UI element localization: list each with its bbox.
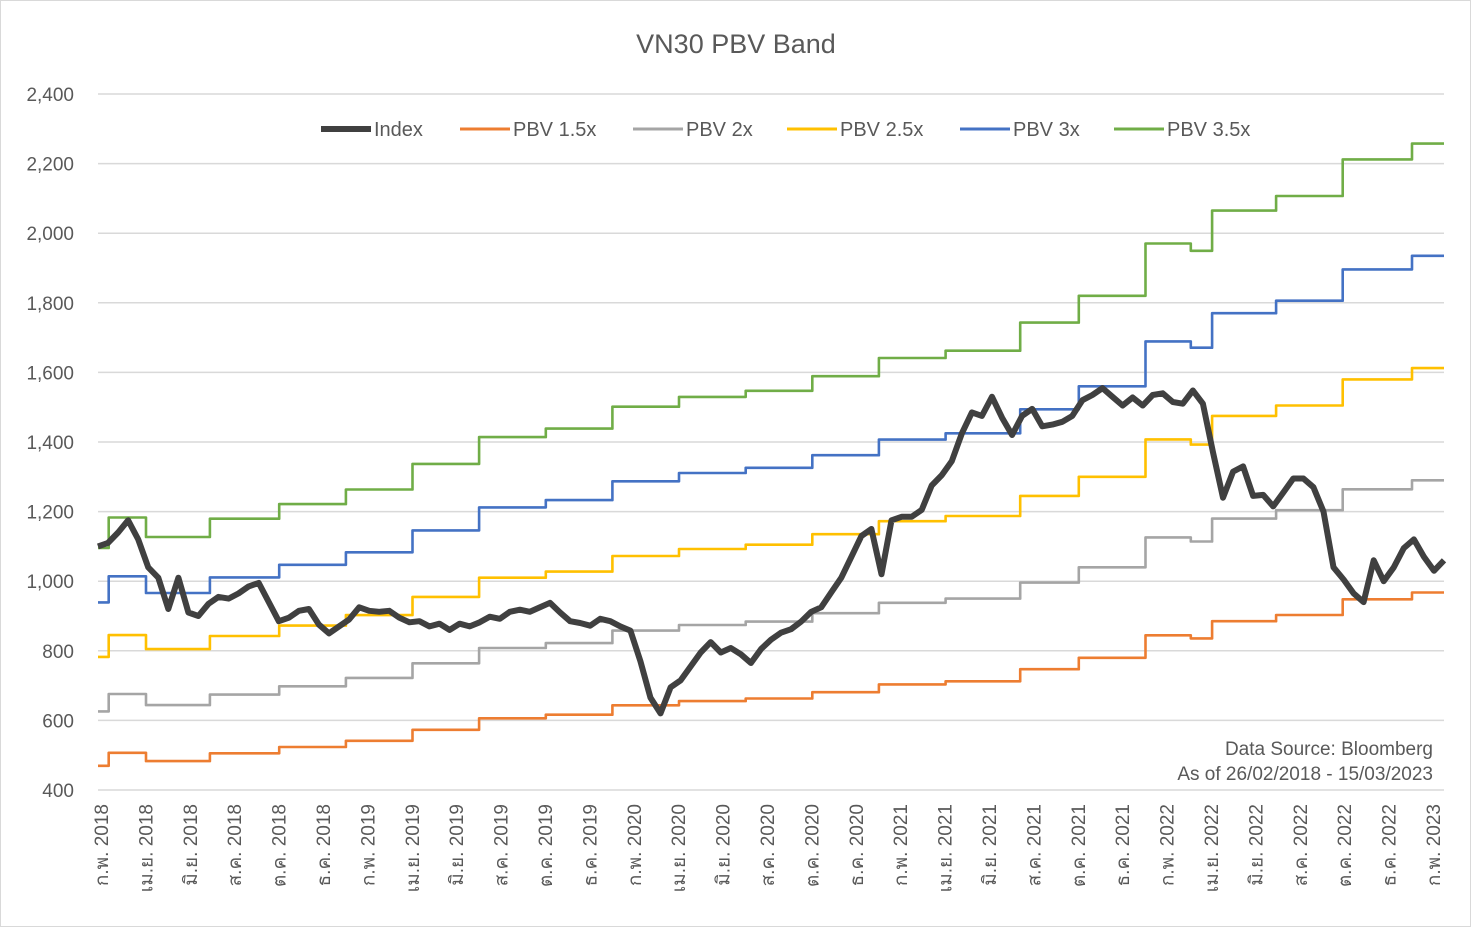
legend-label: PBV 2x bbox=[686, 119, 753, 141]
x-tick-label: ส.ค. 2020 bbox=[758, 804, 779, 886]
x-tick-label: มิ.ย. 2018 bbox=[181, 804, 202, 886]
series-line-pbv-2-5x bbox=[98, 366, 1444, 659]
gridlines bbox=[98, 93, 1444, 791]
y-tick-label: 600 bbox=[42, 711, 74, 732]
x-tick-label: เม.ย. 2020 bbox=[669, 804, 690, 892]
x-tick-label: ก.พ. 2022 bbox=[1158, 804, 1179, 886]
x-tick-label: ก.พ. 2021 bbox=[891, 804, 912, 886]
legend-label: PBV 3x bbox=[1013, 119, 1080, 141]
y-tick-label: 1,000 bbox=[26, 572, 74, 593]
y-tick-label: 1,600 bbox=[26, 363, 74, 384]
legend: Index PBV 1.5x PBV 2x PBV 2.5x PBV 3x PBV 3.5… bbox=[321, 119, 1250, 141]
x-tick-label: ส.ค. 2022 bbox=[1291, 804, 1312, 886]
y-tick-label: 1,800 bbox=[26, 294, 74, 315]
series-line-pbv-2x bbox=[98, 479, 1444, 713]
x-tick-label: มิ.ย. 2022 bbox=[1246, 804, 1267, 886]
legend-item: PBV 3x bbox=[960, 119, 1080, 141]
legend-item: PBV 1.5x bbox=[460, 119, 596, 141]
series-line-pbv-3-5x bbox=[98, 142, 1444, 550]
x-tick-label: มิ.ย. 2020 bbox=[714, 804, 735, 886]
x-tick-label: ธ.ค. 2019 bbox=[580, 804, 601, 886]
date-range-annotation: As of 26/02/2018 - 15/03/2023 bbox=[1177, 764, 1433, 785]
x-tick-label: ธ.ค. 2020 bbox=[847, 804, 868, 886]
x-tick-label: ต.ค. 2018 bbox=[270, 804, 291, 887]
x-tick-label: ต.ค. 2019 bbox=[536, 804, 557, 887]
x-tick-label: ธ.ค. 2018 bbox=[314, 804, 335, 886]
legend-item: PBV 2x bbox=[633, 119, 753, 141]
legend-item: PBV 3.5x bbox=[1114, 119, 1250, 141]
legend-label: PBV 1.5x bbox=[513, 119, 596, 141]
x-tick-label: ต.ค. 2022 bbox=[1335, 804, 1356, 887]
y-axis-ticks: 400 600 800 1,000 1,200 1,400 1,600 1,800 2,000 2… bbox=[26, 85, 74, 802]
x-tick-label: ก.พ. 2020 bbox=[625, 804, 646, 886]
legend-label: Index bbox=[374, 119, 423, 141]
x-axis-ticks: ก.พ. 2018 เม.ย. 2018 มิ.ย. 2018 ส.ค. 2018 ต.… bbox=[92, 804, 1445, 892]
y-tick-label: 800 bbox=[42, 642, 74, 663]
x-tick-label: ต.ค. 2020 bbox=[802, 804, 823, 887]
x-tick-label: ส.ค. 2021 bbox=[1024, 804, 1045, 886]
x-tick-label: มิ.ย. 2021 bbox=[980, 804, 1001, 886]
x-tick-label: เม.ย. 2021 bbox=[936, 804, 957, 892]
x-tick-label: ธ.ค. 2021 bbox=[1113, 804, 1134, 886]
y-tick-label: 1,400 bbox=[26, 433, 74, 454]
x-tick-label: ก.พ. 2023 bbox=[1424, 804, 1445, 886]
x-tick-label: มิ.ย. 2019 bbox=[447, 804, 468, 886]
series-line-pbv-1-5x bbox=[98, 591, 1444, 768]
y-tick-label: 400 bbox=[42, 781, 74, 802]
x-tick-label: ธ.ค. 2022 bbox=[1380, 804, 1401, 886]
x-tick-label: ส.ค. 2018 bbox=[225, 804, 246, 886]
data-source-annotation: Data Source: Bloomberg bbox=[1225, 739, 1433, 760]
y-tick-label: 2,000 bbox=[26, 224, 74, 245]
x-tick-label: ต.ค. 2021 bbox=[1069, 804, 1090, 887]
y-tick-label: 1,200 bbox=[26, 503, 74, 524]
x-tick-label: เม.ย. 2018 bbox=[136, 804, 157, 892]
chart-title: VN30 PBV Band bbox=[636, 29, 836, 59]
legend-item: Index bbox=[321, 119, 423, 141]
legend-label: PBV 3.5x bbox=[1167, 119, 1250, 141]
y-tick-label: 2,200 bbox=[26, 155, 74, 176]
y-tick-label: 2,400 bbox=[26, 85, 74, 106]
x-tick-label: ส.ค. 2019 bbox=[492, 804, 513, 886]
x-tick-label: ก.พ. 2018 bbox=[92, 804, 113, 886]
x-tick-label: ก.พ. 2019 bbox=[358, 804, 379, 886]
legend-label: PBV 2.5x bbox=[840, 119, 923, 141]
x-tick-label: เม.ย. 2019 bbox=[403, 804, 424, 892]
series-line-index bbox=[97, 385, 1447, 717]
series-line-pbv-3x bbox=[98, 254, 1444, 604]
legend-item: PBV 2.5x bbox=[787, 119, 923, 141]
x-tick-label: เม.ย. 2022 bbox=[1202, 804, 1223, 892]
series-lines bbox=[97, 142, 1447, 768]
